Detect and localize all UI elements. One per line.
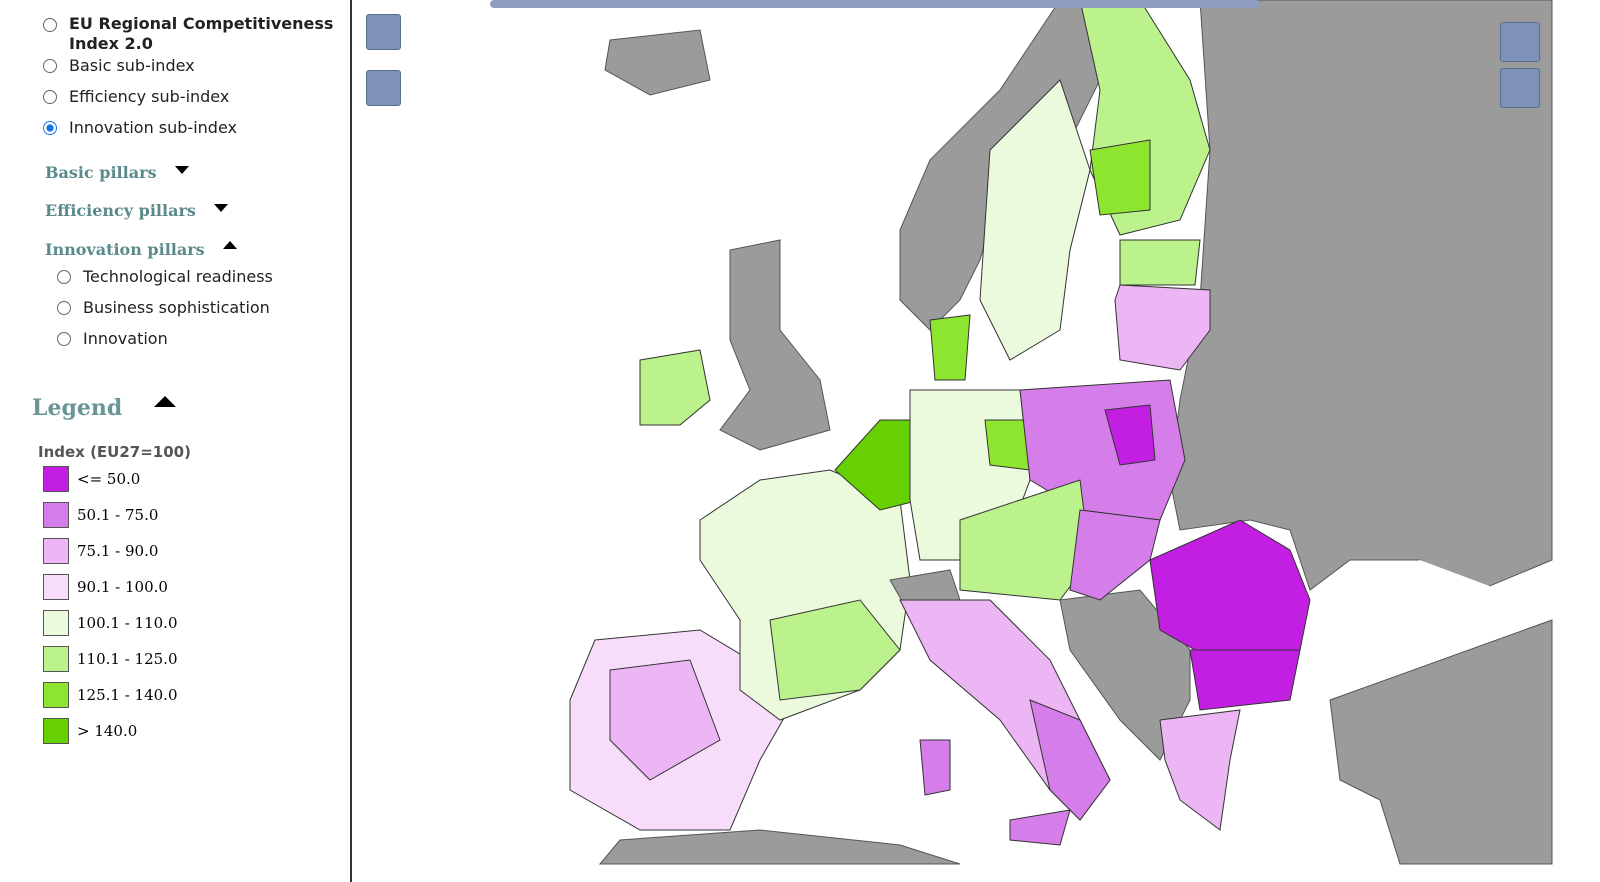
legend-swatch (43, 502, 69, 528)
section-header[interactable]: Basic pillars (45, 163, 189, 182)
legend-item: <= 50.0 (43, 466, 140, 492)
legend-item: 110.1 - 125.0 (43, 646, 178, 672)
legend-swatch (43, 466, 69, 492)
legend-subtitle: Index (EU27=100) (38, 443, 191, 461)
legend-swatch (43, 610, 69, 636)
toggle-arrow[interactable] (154, 396, 177, 407)
legend-item: > 140.0 (43, 718, 137, 744)
section-header[interactable]: Efficiency pillars (45, 201, 228, 220)
toggle-arrow[interactable] (174, 166, 189, 174)
legend-label: 90.1 - 100.0 (77, 578, 168, 596)
radio-option[interactable]: Innovation (57, 329, 168, 348)
option-label: Efficiency sub-index (69, 87, 230, 106)
radio[interactable] (57, 269, 71, 284)
alert-button[interactable] (1500, 68, 1540, 108)
radio-option[interactable]: Innovation sub-index (43, 118, 237, 137)
radio[interactable] (57, 331, 71, 346)
section-label: Efficiency pillars (45, 201, 196, 220)
legend-label: > 140.0 (77, 722, 138, 740)
legend-subtitle-text: Index (EU27=100) (38, 443, 191, 461)
region[interactable] (1114, 284, 1211, 371)
radio-option[interactable]: Technological readiness (57, 267, 273, 286)
zoom-button[interactable] (366, 70, 401, 106)
option-label: Technological readiness (83, 267, 273, 286)
radio[interactable] (43, 18, 57, 32)
land (1169, 0, 1553, 591)
option-label: Innovation sub-index (69, 118, 237, 137)
option-label: Innovation (83, 329, 168, 348)
map[interactable] (352, 0, 1600, 882)
region[interactable] (979, 79, 1091, 361)
legend-item: 75.1 - 90.0 (43, 538, 158, 564)
legend-swatch (43, 538, 69, 564)
region[interactable] (1089, 139, 1151, 216)
legend-label: 125.1 - 140.0 (77, 686, 178, 704)
radio[interactable] (43, 89, 57, 104)
legend-swatch (43, 718, 69, 744)
land (719, 239, 831, 451)
section-header[interactable]: Innovation pillars (45, 240, 237, 259)
home-button[interactable] (366, 14, 401, 50)
option-label: EU Regional Competitiveness Index 2.0 (69, 14, 334, 53)
section-label: Basic pillars (45, 163, 157, 182)
radio[interactable] (57, 300, 71, 315)
legend-title[interactable]: Legend (32, 395, 177, 421)
top-bar (490, 0, 1260, 8)
radio-option[interactable]: Business sophistication (57, 298, 270, 317)
legend-label: 75.1 - 90.0 (77, 542, 159, 560)
region[interactable] (1159, 709, 1241, 831)
legend-label: <= 50.0 (77, 470, 141, 488)
legend-item: 100.1 - 110.0 (43, 610, 178, 636)
land (598, 829, 961, 865)
radio-option[interactable]: Efficiency sub-index (43, 87, 229, 106)
radio[interactable] (43, 120, 57, 135)
region[interactable] (1119, 239, 1201, 286)
section-label: Innovation pillars (45, 240, 205, 259)
legend-swatch (43, 682, 69, 708)
land (1329, 619, 1553, 865)
region[interactable] (1029, 699, 1111, 821)
legend-swatch (43, 574, 69, 600)
region[interactable] (984, 419, 1031, 471)
radio-option[interactable]: EU Regional Competitiveness Index 2.0 (43, 14, 343, 54)
region[interactable] (609, 659, 721, 781)
legend-label: 110.1 - 125.0 (77, 650, 178, 668)
option-label: Basic sub-index (69, 56, 195, 75)
sidebar: EU Regional Competitiveness Index 2.0 Bas… (0, 0, 352, 882)
region[interactable] (919, 739, 951, 796)
toggle-arrow[interactable] (222, 241, 237, 249)
legend-title-text: Legend (32, 395, 123, 421)
region[interactable] (639, 349, 711, 426)
land (604, 29, 711, 96)
legend-label: 50.1 - 75.0 (77, 506, 159, 524)
toggle-arrow[interactable] (213, 204, 228, 212)
legend-item: 90.1 - 100.0 (43, 574, 168, 600)
legend-swatch (43, 646, 69, 672)
region[interactable] (1189, 649, 1301, 711)
region[interactable] (1149, 519, 1311, 671)
region[interactable] (1104, 404, 1156, 466)
legend-label: 100.1 - 110.0 (77, 614, 178, 632)
legend-item: 50.1 - 75.0 (43, 502, 158, 528)
info-button[interactable] (1500, 22, 1540, 62)
region[interactable] (1069, 509, 1161, 601)
option-label: Business sophistication (83, 298, 270, 317)
radio-option[interactable]: Basic sub-index (43, 56, 195, 75)
region[interactable] (769, 599, 901, 701)
region[interactable] (929, 314, 971, 381)
legend-item: 125.1 - 140.0 (43, 682, 178, 708)
radio[interactable] (43, 58, 57, 73)
region[interactable] (1009, 809, 1071, 846)
